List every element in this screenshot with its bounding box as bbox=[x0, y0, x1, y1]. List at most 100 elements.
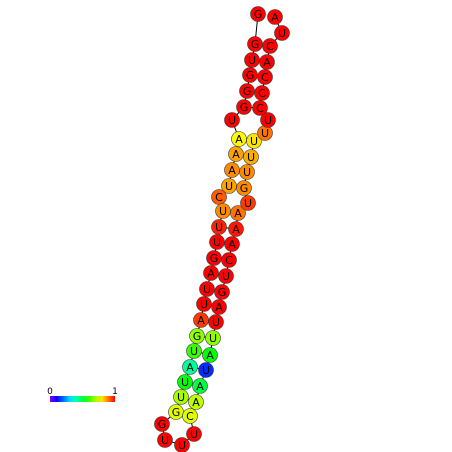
nucleotide bbox=[239, 164, 255, 180]
base-label: G bbox=[240, 101, 249, 114]
nucleotide bbox=[202, 347, 218, 363]
nucleotide bbox=[196, 296, 212, 312]
nucleotide bbox=[174, 437, 190, 452]
base-label: G bbox=[193, 330, 202, 343]
base-label: U bbox=[200, 298, 208, 311]
colorbar-label: 1 bbox=[112, 387, 118, 397]
nucleotide bbox=[246, 133, 262, 149]
base-label: U bbox=[190, 428, 198, 441]
base-label: U bbox=[248, 54, 256, 67]
base-label: A bbox=[197, 314, 205, 327]
base-label: U bbox=[177, 391, 185, 404]
nucleotide bbox=[177, 374, 193, 390]
nucleotide bbox=[221, 252, 237, 268]
base-label: G bbox=[158, 418, 167, 431]
base-label: G bbox=[218, 286, 227, 299]
base-label: G bbox=[243, 85, 252, 98]
base-label: C bbox=[261, 71, 269, 84]
nucleotide bbox=[186, 343, 202, 359]
nucleotide bbox=[203, 265, 219, 281]
base-label: G bbox=[210, 252, 219, 265]
nucleotide bbox=[250, 6, 266, 22]
base-label: A bbox=[234, 207, 242, 220]
nucleotide bbox=[218, 268, 234, 284]
nucleotide bbox=[236, 99, 252, 115]
base-label: G bbox=[240, 182, 249, 195]
nucleotide bbox=[188, 394, 204, 410]
nucleotide bbox=[262, 38, 278, 54]
base-label: U bbox=[219, 205, 227, 218]
base-label: U bbox=[181, 376, 189, 389]
base-label: A bbox=[271, 11, 279, 24]
base-label: U bbox=[161, 434, 169, 447]
nucleotide bbox=[182, 359, 198, 375]
base-label: A bbox=[232, 223, 240, 236]
base-label: A bbox=[228, 238, 236, 251]
nucleotide bbox=[243, 149, 259, 165]
base-label: U bbox=[247, 151, 255, 164]
nucleotide bbox=[211, 299, 227, 315]
nucleotide bbox=[182, 408, 198, 424]
nucleotide bbox=[199, 281, 215, 297]
nucleotide bbox=[186, 426, 202, 442]
base-label: C bbox=[258, 87, 266, 100]
nucleotide bbox=[274, 25, 290, 41]
base-label: A bbox=[186, 361, 194, 374]
base-label: U bbox=[225, 180, 233, 193]
base-label: U bbox=[261, 127, 269, 140]
nucleotide bbox=[240, 195, 256, 211]
base-label: A bbox=[215, 301, 223, 314]
base-label: C bbox=[266, 40, 274, 53]
base-label: U bbox=[178, 439, 186, 452]
nucleotide bbox=[189, 328, 205, 344]
base-label: U bbox=[212, 316, 220, 329]
nucleotide bbox=[230, 205, 246, 221]
base-label: U bbox=[264, 114, 272, 127]
colorbar-label: 0 bbox=[47, 387, 53, 397]
nucleotide bbox=[154, 416, 170, 432]
base-label: A bbox=[192, 396, 200, 409]
nucleotide bbox=[267, 9, 283, 25]
nucleotide bbox=[236, 180, 252, 196]
base-label: G bbox=[251, 38, 260, 51]
base-label: U bbox=[202, 364, 210, 377]
colorbar-gradient bbox=[50, 396, 115, 402]
base-label: G bbox=[246, 69, 255, 82]
base-label: U bbox=[228, 114, 236, 127]
base-label: U bbox=[222, 270, 230, 283]
base-label: A bbox=[207, 267, 215, 280]
base-label: C bbox=[256, 102, 264, 115]
nucleotide bbox=[198, 362, 214, 378]
base-label: U bbox=[203, 283, 211, 296]
nucleotide bbox=[205, 330, 221, 346]
base-label: U bbox=[250, 135, 258, 148]
nucleotide bbox=[254, 85, 270, 101]
base-label: U bbox=[190, 345, 198, 358]
base-label: U bbox=[244, 197, 252, 210]
base-label: U bbox=[243, 166, 251, 179]
base-label: U bbox=[278, 27, 286, 40]
nucleotide bbox=[224, 236, 240, 252]
base-label: U bbox=[215, 221, 223, 234]
base-label: C bbox=[225, 254, 233, 267]
base-label: G bbox=[254, 8, 263, 21]
nucleotide bbox=[192, 378, 208, 394]
base-label: A bbox=[263, 56, 271, 69]
nucleotide bbox=[260, 112, 276, 128]
base-label: A bbox=[206, 349, 214, 362]
base-label: G bbox=[172, 406, 181, 419]
base-label: C bbox=[215, 191, 223, 204]
base-label: A bbox=[232, 148, 240, 161]
base-label: A bbox=[228, 164, 236, 177]
base-label: C bbox=[186, 410, 194, 423]
nucleotide bbox=[173, 389, 189, 405]
nucleotide bbox=[228, 146, 244, 162]
base-label: U bbox=[209, 332, 217, 345]
base-label: A bbox=[196, 380, 204, 393]
nucleotide bbox=[228, 221, 244, 237]
nucleotide bbox=[214, 284, 230, 300]
nucleotide bbox=[157, 432, 173, 448]
